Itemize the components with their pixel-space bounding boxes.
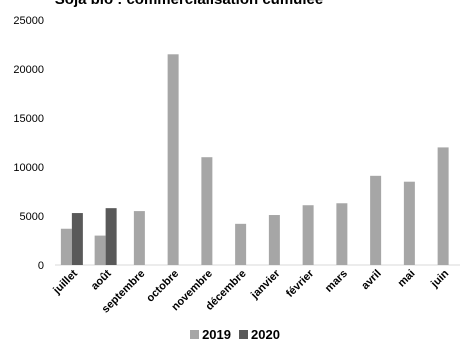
bar-2019-juin xyxy=(437,147,449,265)
bar-2019-février xyxy=(302,205,314,265)
bar-2019-décembre xyxy=(235,223,247,265)
x-tick-label: août xyxy=(89,267,114,292)
y-tick-label: 0 xyxy=(38,260,44,272)
y-tick-label: 20000 xyxy=(13,64,44,76)
chart-title: Soja bio : commercialisation cumulée xyxy=(0,0,378,8)
legend-label: 2020 xyxy=(251,327,280,342)
y-axis-ticks: 0 5000 10000 15000 20000 25000 xyxy=(13,15,44,272)
y-tick-label: 15000 xyxy=(13,113,44,125)
legend-swatch xyxy=(239,330,248,339)
x-tick-label: juillet xyxy=(50,267,80,297)
y-tick-label: 10000 xyxy=(13,162,44,174)
x-tick-label: juin xyxy=(428,267,451,290)
y-tick-label: 25000 xyxy=(13,15,44,27)
x-tick-label: mai xyxy=(396,268,418,290)
x-tick-label: mars xyxy=(323,268,350,295)
bar-2019-août xyxy=(94,235,106,265)
legend-item-2020: 2020 xyxy=(239,327,280,342)
bars xyxy=(60,54,449,265)
bar-2019-janvier xyxy=(268,215,280,265)
y-tick-label: 5000 xyxy=(20,211,44,223)
bar-2019-mai xyxy=(403,181,415,265)
legend-label: 2019 xyxy=(202,327,231,342)
x-axis-labels: juillet aoûtseptembreoctobrenovembredécem… xyxy=(50,267,451,315)
bar-2019-novembre xyxy=(201,157,213,265)
bar-2020-juillet xyxy=(71,213,83,265)
legend-item-2019: 2019 xyxy=(190,327,231,342)
bar-2019-septembre xyxy=(133,211,145,265)
bar-2019-avril xyxy=(370,175,382,265)
bar-2019-mars xyxy=(336,203,348,265)
bar-2020-août xyxy=(105,208,117,265)
legend-swatch xyxy=(190,330,200,339)
bar-2019-juillet xyxy=(60,228,72,265)
legend: 2019 2020 xyxy=(0,327,470,342)
x-tick-label: janvier xyxy=(248,267,283,302)
x-tick-label: avril xyxy=(359,268,383,292)
bar-2019-octobre xyxy=(167,54,179,265)
x-tick-label: février xyxy=(284,267,317,300)
